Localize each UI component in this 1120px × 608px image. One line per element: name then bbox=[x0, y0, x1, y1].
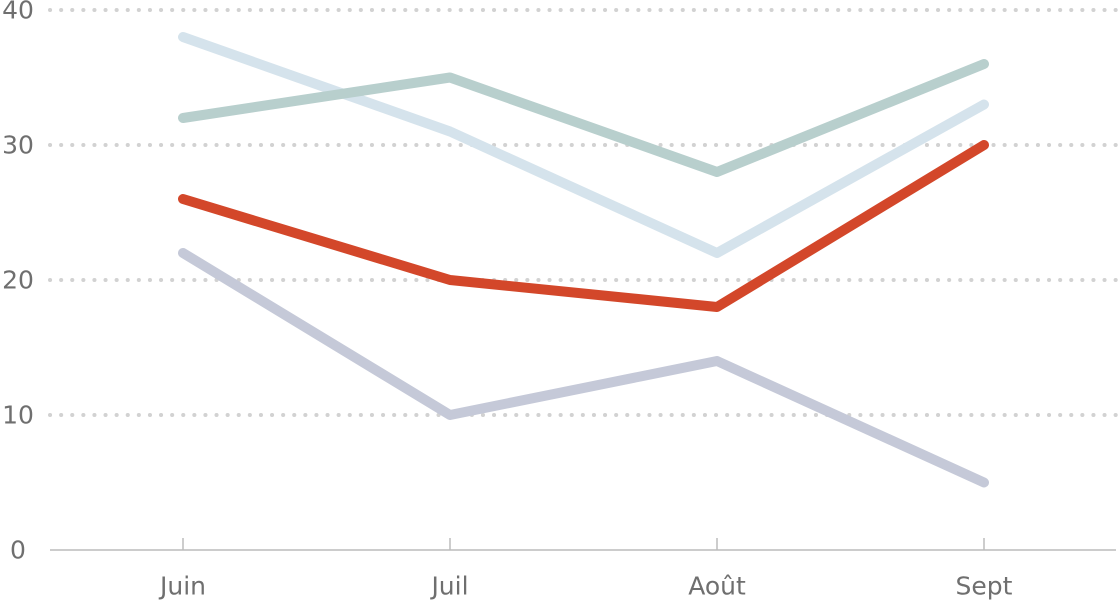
y-tick-label-10: 10 bbox=[2, 401, 34, 430]
y-tick-label-20: 20 bbox=[2, 266, 34, 295]
x-axis-tick-labels: Juin Juil Août Sept bbox=[158, 572, 1013, 601]
x-tick-label-Juin: Juin bbox=[158, 572, 206, 601]
series-line-4 bbox=[178, 140, 989, 312]
x-tick-label-Août: Août bbox=[688, 572, 746, 601]
x-tick-label-Juil: Juil bbox=[429, 572, 468, 601]
series-line-1 bbox=[178, 248, 989, 488]
x-axis bbox=[50, 538, 1116, 551]
series-line-2 bbox=[178, 32, 989, 258]
y-tick-label-0: 0 bbox=[10, 536, 26, 565]
y-axis-tick-labels: 0 10 20 30 40 bbox=[2, 0, 34, 565]
y-tick-label-30: 30 bbox=[2, 131, 34, 160]
y-tick-label-40: 40 bbox=[2, 0, 34, 25]
series-lines bbox=[178, 32, 989, 488]
x-tick-label-Sept: Sept bbox=[956, 572, 1013, 601]
series-line-3 bbox=[178, 59, 989, 177]
